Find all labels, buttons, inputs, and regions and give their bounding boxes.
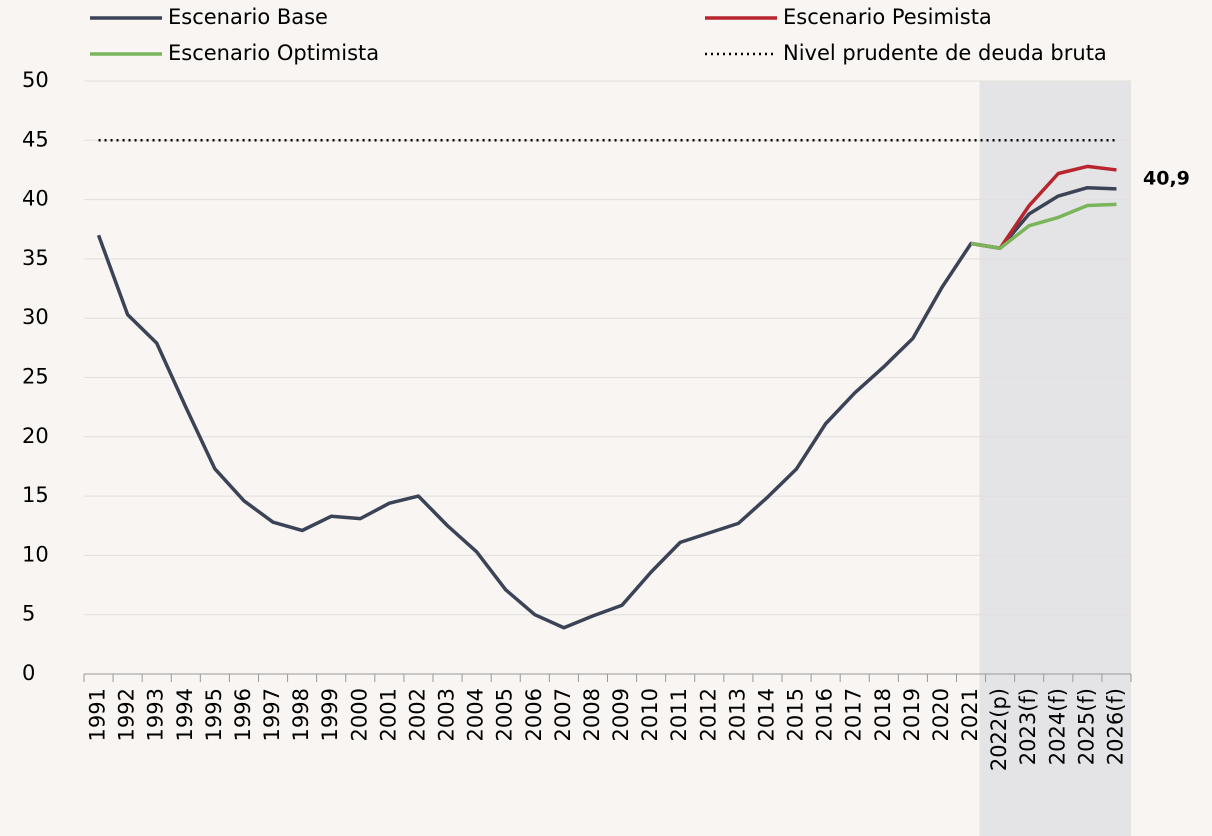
y-tick-label: 50 [22, 68, 49, 92]
x-tick-label: 2022(p) [987, 688, 1011, 771]
x-tick-label: 2001 [376, 688, 400, 741]
x-tick-label: 2017 [842, 688, 866, 741]
x-tick-label: 2011 [667, 688, 691, 741]
y-tick-label: 35 [22, 246, 49, 270]
x-tick-label: 2020 [929, 688, 953, 741]
x-tick-label: 1997 [260, 688, 284, 741]
legend-label: Nivel prudente de deuda bruta [783, 41, 1107, 65]
x-tick-label: 2023(f) [1016, 688, 1040, 765]
x-tick-label: 2026(f) [1103, 688, 1127, 765]
x-tick-label: 2015 [784, 688, 808, 741]
x-tick-label: 2016 [813, 688, 837, 741]
x-tick-label: 1993 [144, 688, 168, 741]
series-line [96, 185, 1117, 630]
x-tick-label: 2008 [580, 688, 604, 741]
x-tick-label: 2012 [696, 688, 720, 741]
y-tick-label: 20 [22, 424, 49, 448]
x-tick-label: 1995 [202, 688, 226, 741]
y-tick-label: 10 [22, 542, 49, 566]
data-label: 40,9 [1143, 167, 1190, 189]
x-tick-label: 2013 [725, 688, 749, 741]
y-tick-label: 40 [22, 187, 49, 211]
x-tick-label: 2005 [493, 688, 517, 741]
x-tick-label: 2010 [638, 688, 662, 741]
x-tick-label: 2021 [958, 688, 982, 741]
x-tick-label: 2000 [347, 688, 371, 741]
x-tick-label: 2024(f) [1045, 688, 1069, 765]
x-tick-label: 2019 [900, 688, 924, 741]
x-tick-label: 2006 [522, 688, 546, 741]
y-tick-label: 30 [22, 305, 49, 329]
x-tick-label: 2018 [871, 688, 895, 741]
y-tick-label: 45 [22, 127, 49, 151]
x-tick-label: 1996 [231, 688, 255, 741]
legend-label: Escenario Base [168, 5, 328, 29]
x-tick-label: 1998 [289, 688, 313, 741]
x-tick-label: 2014 [754, 688, 778, 741]
y-tick-label: 15 [22, 483, 49, 507]
x-tick-label: 2025(f) [1074, 688, 1098, 765]
y-tick-label: 5 [22, 602, 35, 626]
x-tick-label: 2007 [551, 688, 575, 741]
x-tick-label: 1992 [115, 688, 139, 741]
legend-label: Escenario Optimista [168, 41, 379, 65]
y-tick-label: 0 [22, 661, 35, 685]
x-tick-label: 1999 [318, 688, 342, 741]
x-tick-label: 2002 [405, 688, 429, 741]
x-tick-label: 1994 [173, 688, 197, 741]
y-tick-label: 25 [22, 365, 49, 389]
series-line [970, 202, 1117, 250]
forecast-shade [979, 81, 1131, 836]
x-tick-label: 1991 [86, 688, 110, 741]
x-tick-label: 2004 [464, 688, 488, 741]
legend-label: Escenario Pesimista [783, 5, 992, 29]
x-tick-label: 2003 [435, 688, 459, 741]
x-tick-label: 2009 [609, 688, 633, 741]
